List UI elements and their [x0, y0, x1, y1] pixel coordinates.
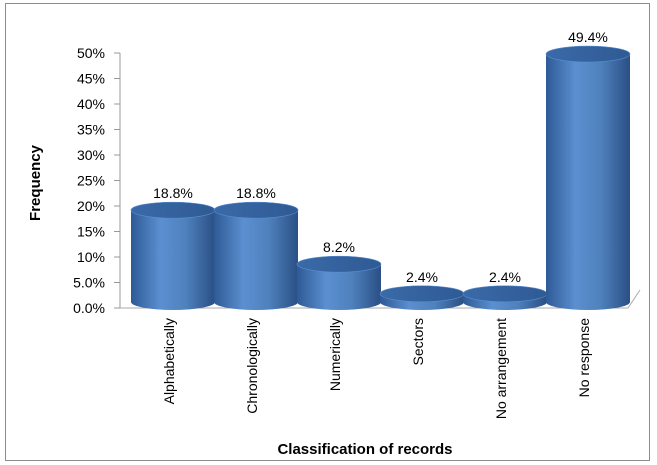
- data-label: 2.4%: [406, 269, 438, 285]
- chart-frame: [5, 3, 650, 461]
- bar: [462, 285, 548, 310]
- x-tick-label: Alphabetically: [161, 318, 177, 404]
- bar-body: [214, 210, 298, 310]
- x-axis-title: Classification of records: [277, 441, 452, 458]
- bar-body: [131, 210, 215, 310]
- bar-top: [462, 285, 548, 303]
- bar: [213, 201, 299, 310]
- data-label: 8.2%: [323, 239, 355, 255]
- bar-top: [296, 255, 382, 273]
- y-tick-label: 0.0%: [73, 300, 105, 316]
- data-label: 18.8%: [236, 185, 276, 201]
- bar: [296, 255, 382, 310]
- bar: [130, 201, 216, 310]
- y-tick-label: 40%: [77, 96, 105, 112]
- y-tick-label: 45%: [77, 71, 105, 87]
- y-tick-label: 20%: [77, 198, 105, 214]
- y-tick-label: 30%: [77, 147, 105, 163]
- data-label: 2.4%: [489, 269, 521, 285]
- x-tick-label: No arrangement: [493, 318, 509, 419]
- bar-top: [130, 201, 216, 219]
- y-tick-label: 25%: [77, 173, 105, 189]
- bar-body: [546, 54, 630, 311]
- y-tick-label: 15%: [77, 224, 105, 240]
- y-tick-label: 50%: [77, 45, 105, 61]
- floor-outline: [120, 289, 641, 309]
- bar-top: [213, 201, 299, 219]
- bar-body: [297, 264, 381, 310]
- data-label: 18.8%: [153, 185, 193, 201]
- bar-top: [379, 285, 465, 303]
- x-tick-label: No response: [576, 318, 592, 398]
- x-tick-label: Sectors: [410, 318, 426, 365]
- bar: [545, 45, 631, 311]
- data-labels: 18.8% 18.8% 8.2% 2.4% 2.4% 49.4%: [153, 29, 608, 285]
- y-axis-title: Frequency: [27, 144, 44, 221]
- y-tick-label: 5.0%: [73, 275, 105, 291]
- data-label: 49.4%: [568, 29, 608, 45]
- y-ticks: 0.0% 5.0% 10% 15% 20% 25% 30% 35% 40% 45% 50%: [73, 45, 120, 316]
- y-tick-label: 35%: [77, 122, 105, 138]
- bar-top: [545, 45, 631, 63]
- y-tick-label: 10%: [77, 249, 105, 265]
- x-tick-label: Numerically: [327, 318, 343, 391]
- bars-group: [130, 45, 631, 311]
- bar: [379, 285, 465, 310]
- x-tick-label: Chronologically: [244, 318, 260, 414]
- x-tick-labels: Alphabetically Chronologically Numerically…: [161, 318, 592, 419]
